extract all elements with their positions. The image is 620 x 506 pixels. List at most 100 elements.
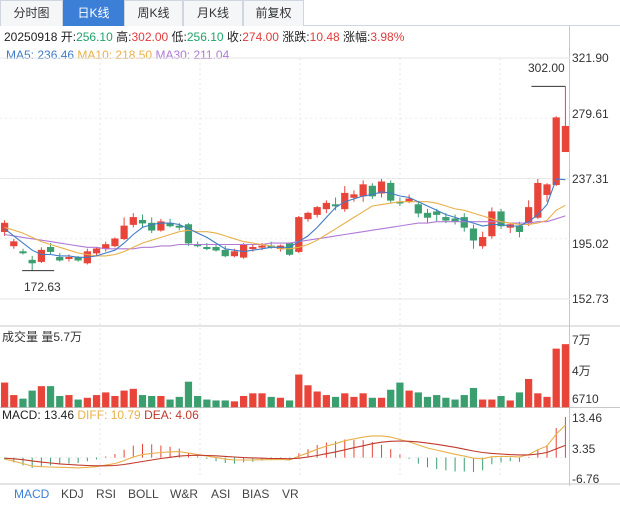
volume-bar	[212, 400, 220, 408]
candle-down	[148, 222, 156, 231]
volume-bar	[479, 399, 487, 408]
volume-bar	[341, 393, 349, 408]
volume-title: 成交量 量5.7万	[2, 330, 83, 344]
dea-line	[4, 440, 566, 467]
price-axis-label: 195.02	[572, 237, 609, 251]
candle-up	[92, 248, 101, 254]
candle-down	[469, 228, 478, 241]
volume-bar	[157, 395, 165, 408]
candle-up	[377, 181, 386, 194]
volume-bar	[0, 382, 9, 408]
volume-bar	[102, 392, 110, 408]
tab-daily-k[interactable]: 日K线	[63, 0, 124, 26]
volume-bar	[414, 392, 422, 408]
volume-bar	[322, 395, 330, 408]
volume-bar	[534, 393, 542, 408]
high-value: 302.00	[131, 30, 169, 44]
low-value: 256.10	[186, 30, 224, 44]
volume-bar	[368, 397, 376, 408]
indicator-tab-kdj[interactable]: KDJ	[61, 487, 84, 501]
volume-bar	[359, 393, 367, 408]
candle-up	[258, 245, 266, 248]
candle-down	[442, 217, 450, 221]
indicator-tab-asi[interactable]: ASI	[211, 487, 231, 501]
volume-bar	[175, 396, 183, 408]
indicator-tab-macd[interactable]: MACD	[14, 487, 50, 501]
volume-bar	[350, 396, 358, 408]
volume-bar	[396, 382, 404, 408]
volume-bar	[120, 390, 128, 408]
macd-legend: MACD: 13.46 DIFF: 10.79 DEA: 4.06	[2, 408, 199, 422]
quote-info-line: 20250918 开:256.10 高:302.00 低:256.10 收:27…	[4, 28, 404, 44]
volume-bar	[552, 348, 560, 408]
candle-up	[249, 247, 257, 250]
macd-axis-label: 13.46	[572, 411, 603, 425]
volume-bar	[267, 396, 275, 408]
volume-axis-label: 6710	[572, 392, 599, 406]
candle-up	[157, 221, 165, 231]
candle-up	[0, 222, 9, 232]
volume-axis-label: 4万	[572, 364, 591, 378]
tab-weekly-k[interactable]: 周K线	[124, 0, 183, 26]
price-axis-label: 237.31	[572, 172, 609, 186]
volume-bar	[184, 381, 193, 408]
volume-axis-label: 7万	[572, 333, 591, 347]
high-marker-label: 302.00	[528, 61, 565, 75]
candle-down	[28, 259, 36, 264]
candle-up	[479, 237, 487, 247]
candle-up	[111, 238, 119, 247]
indicator-tab-vr[interactable]: VR	[282, 487, 299, 501]
volume-bar	[194, 395, 202, 408]
dea-value-label: DEA: 4.06	[144, 408, 199, 422]
volume-bar	[258, 393, 266, 408]
period-tab-bar: 分时图 日K线 周K线 月K线 前复权	[0, 0, 620, 26]
volume-bar	[423, 396, 432, 408]
macd-axis-label: -6.76	[572, 472, 600, 486]
candle-up	[295, 217, 303, 252]
candle-up	[552, 117, 560, 185]
candle-down	[175, 225, 183, 228]
price-axis-label: 321.90	[572, 51, 609, 65]
open-label: 开:	[60, 30, 77, 44]
indicator-tab-boll[interactable]: BOLL	[128, 487, 159, 501]
volume-bar	[469, 387, 478, 408]
candle-up	[350, 194, 358, 198]
candle-up	[322, 202, 330, 210]
indicator-tab-rsi[interactable]: RSI	[96, 487, 117, 501]
volume-bar	[129, 388, 137, 408]
candle-down	[138, 219, 147, 224]
candle-up	[488, 211, 496, 237]
volume-bar	[561, 344, 570, 408]
candle-down	[460, 217, 468, 228]
candle-down	[515, 225, 524, 232]
volume-bar	[249, 393, 257, 408]
volume-bar	[203, 399, 211, 408]
candle-down	[368, 185, 376, 197]
indicator-tab-bias[interactable]: BIAS	[242, 487, 270, 501]
tab-forward-adjust[interactable]: 前复权	[243, 0, 304, 26]
tab-timeshare[interactable]: 分时图	[0, 0, 63, 26]
candle-up	[120, 225, 128, 240]
volume-bar	[285, 400, 294, 408]
indicator-tab-wr[interactable]: W&R	[170, 487, 198, 501]
volume-bar	[221, 400, 229, 408]
price-axis-label: 279.61	[572, 107, 609, 121]
candle-down	[423, 212, 432, 218]
candle-up	[304, 212, 312, 220]
candle-up	[129, 217, 137, 225]
candle-down	[387, 182, 395, 201]
volume-bar	[230, 401, 239, 408]
volume-bar	[65, 395, 73, 408]
volume-bar	[148, 395, 156, 408]
tab-monthly-k[interactable]: 月K线	[183, 0, 243, 26]
candle-up	[543, 184, 551, 195]
candle-up	[230, 251, 239, 257]
candle-up	[313, 207, 321, 215]
volume-bar	[377, 397, 386, 408]
candle-up	[525, 207, 533, 224]
volume-bar	[313, 391, 321, 408]
low-label: 低:	[171, 30, 187, 44]
candle-up	[37, 249, 45, 262]
low-marker-label: 172.63	[24, 280, 61, 294]
